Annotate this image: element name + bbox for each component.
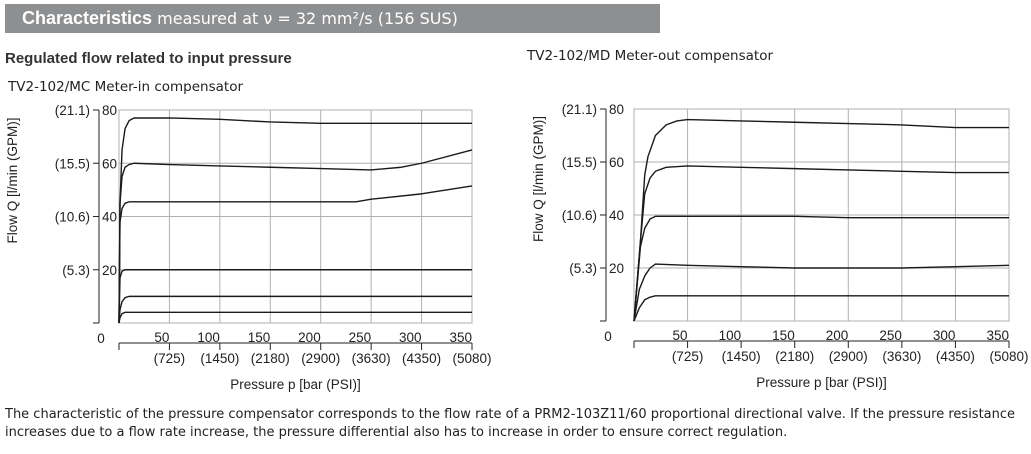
x-tick-label-psi: (2180) (251, 351, 290, 366)
y-tick-label: 40 (609, 208, 624, 223)
x-tick-label-psi: (5080) (452, 351, 491, 366)
y-tick-label: 20 (609, 261, 624, 276)
x-tick-label-psi: (725) (154, 351, 186, 366)
x-tick-label: 50 (154, 330, 169, 345)
series-line-6 (118, 311, 472, 324)
x-tick-label: 200 (298, 330, 321, 345)
y-tick-label-gpm: (21.1) (55, 103, 90, 118)
x-tick-label-psi: (2900) (301, 351, 340, 366)
x-tick-label-psi: (725) (672, 349, 704, 364)
series-line-5 (118, 295, 472, 324)
y-tick-label-gpm: (15.5) (562, 155, 597, 170)
x-tick-label: 200 (826, 328, 849, 343)
series-line-3 (118, 185, 473, 324)
y-axis-label: Flow Q [l/min (GPM)] (531, 116, 546, 242)
x-tick-label-psi: (1450) (200, 351, 239, 366)
x-tick-label-psi: (5080) (989, 349, 1028, 364)
x-tick-label-psi: (3630) (882, 349, 921, 364)
y-tick-label: 80 (609, 102, 624, 117)
y-tick-label: 60 (102, 156, 117, 171)
chart-title-left: TV2-102/MC Meter-in compensator (8, 79, 244, 95)
chart-title-right: TV2-102/MD Meter-out compensator (527, 48, 774, 64)
y-tick-label: 20 (102, 263, 117, 278)
series-line-1 (118, 117, 472, 324)
y-tick-label-gpm: (10.6) (562, 208, 597, 223)
y-tick-label-gpm: (21.1) (562, 102, 597, 117)
x-tick-label-psi: (1450) (722, 349, 761, 364)
x-tick-label: 350 (449, 330, 472, 345)
y-zero-label: 0 (604, 329, 612, 344)
header-title: Characteristics (22, 8, 153, 28)
x-tick-label: 50 (673, 328, 688, 343)
x-tick-label: 100 (719, 328, 742, 343)
y-tick-label-gpm: (15.5) (55, 156, 90, 171)
series-line-1 (633, 118, 1009, 322)
series-line-4 (118, 269, 472, 324)
series-line-3 (633, 215, 1009, 322)
y-tick-label-gpm: (5.3) (62, 263, 90, 278)
section-title: Regulated flow related to input pressure (5, 50, 292, 67)
x-tick-label-psi: (4350) (402, 351, 441, 366)
x-tick-label: 100 (197, 330, 220, 345)
y-zero-label: 0 (97, 331, 105, 346)
x-tick-label: 300 (399, 330, 422, 345)
footer-note: The characteristic of the pressure compe… (5, 407, 1016, 440)
y-tick-label-gpm: (10.6) (55, 210, 90, 225)
x-tick-label: 350 (986, 328, 1009, 343)
x-tick-label-psi: (2900) (829, 349, 868, 364)
y-axis-label: Flow Q [l/min (GPM)] (5, 117, 20, 243)
x-tick-label-psi: (2180) (775, 349, 814, 364)
x-tick-label: 300 (933, 328, 956, 343)
series-line-5 (633, 295, 1009, 322)
y-tick-label: 60 (609, 155, 624, 170)
x-tick-label-psi: (3630) (352, 351, 391, 366)
series-line-2 (633, 165, 1009, 322)
x-tick-label-psi: (4350) (936, 349, 975, 364)
y-tick-label: 40 (102, 210, 117, 225)
x-tick-label: 150 (772, 328, 795, 343)
header-subtitle: measured at ν = 32 mm²/s (156 SUS) (157, 9, 458, 28)
x-tick-label: 250 (879, 328, 902, 343)
series-line-4 (633, 263, 1010, 322)
series-line-2 (118, 149, 473, 324)
y-tick-label: 80 (102, 103, 117, 118)
y-tick-label-gpm: (5.3) (569, 261, 597, 276)
x-axis-label: Pressure p [bar (PSI)] (756, 375, 887, 390)
x-tick-label: 250 (349, 330, 372, 345)
section-header: Characteristics measured at ν = 32 mm²/s… (5, 4, 660, 33)
x-axis-label: Pressure p [bar (PSI)] (230, 377, 361, 392)
x-tick-label: 150 (248, 330, 271, 345)
